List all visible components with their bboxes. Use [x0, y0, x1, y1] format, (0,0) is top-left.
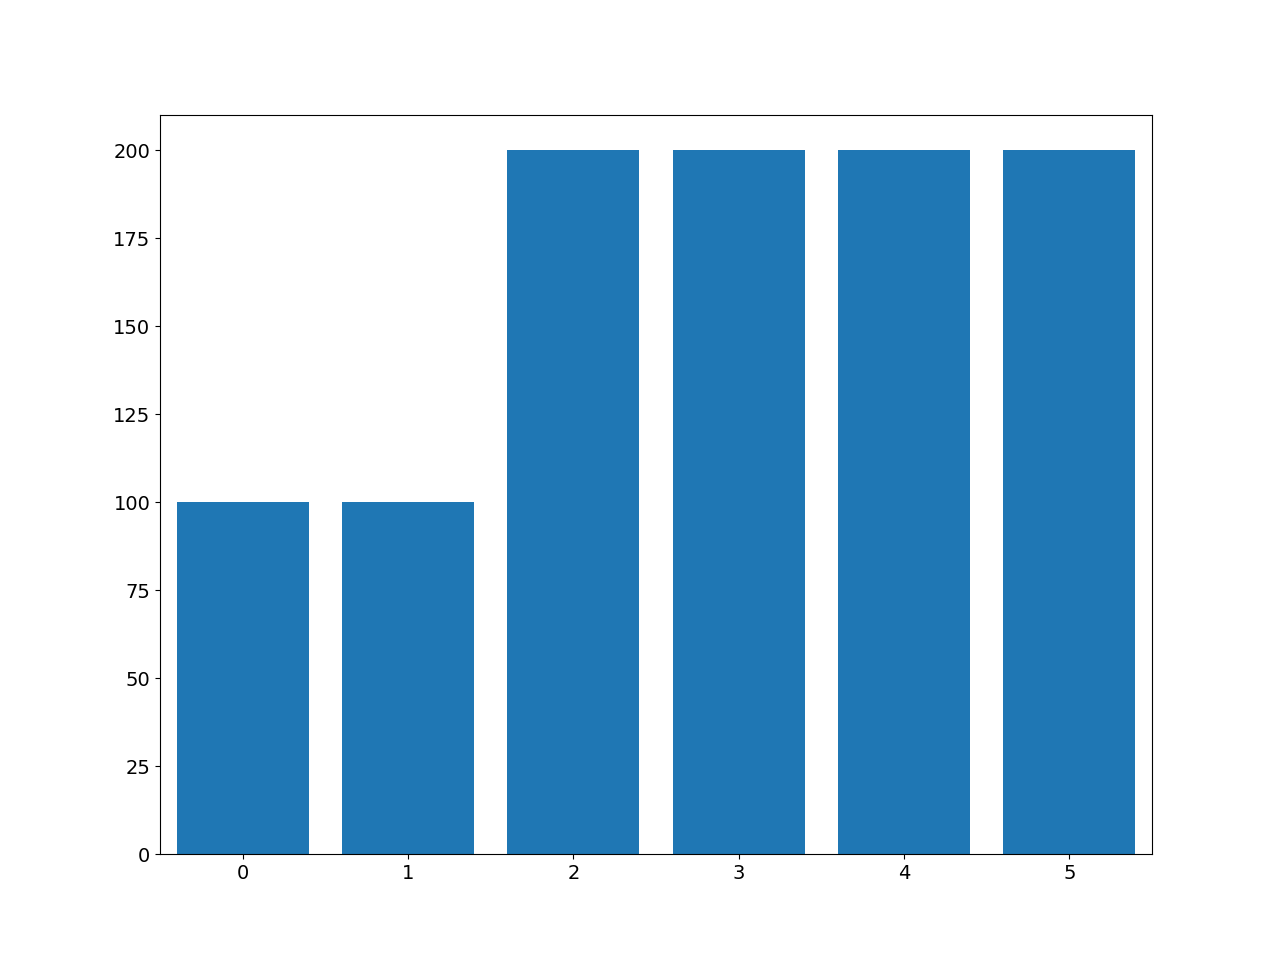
Bar	[1004, 151, 1135, 854]
Bar	[672, 151, 805, 854]
Bar	[342, 502, 474, 854]
Bar	[177, 502, 308, 854]
Bar	[838, 151, 970, 854]
Bar	[507, 151, 640, 854]
